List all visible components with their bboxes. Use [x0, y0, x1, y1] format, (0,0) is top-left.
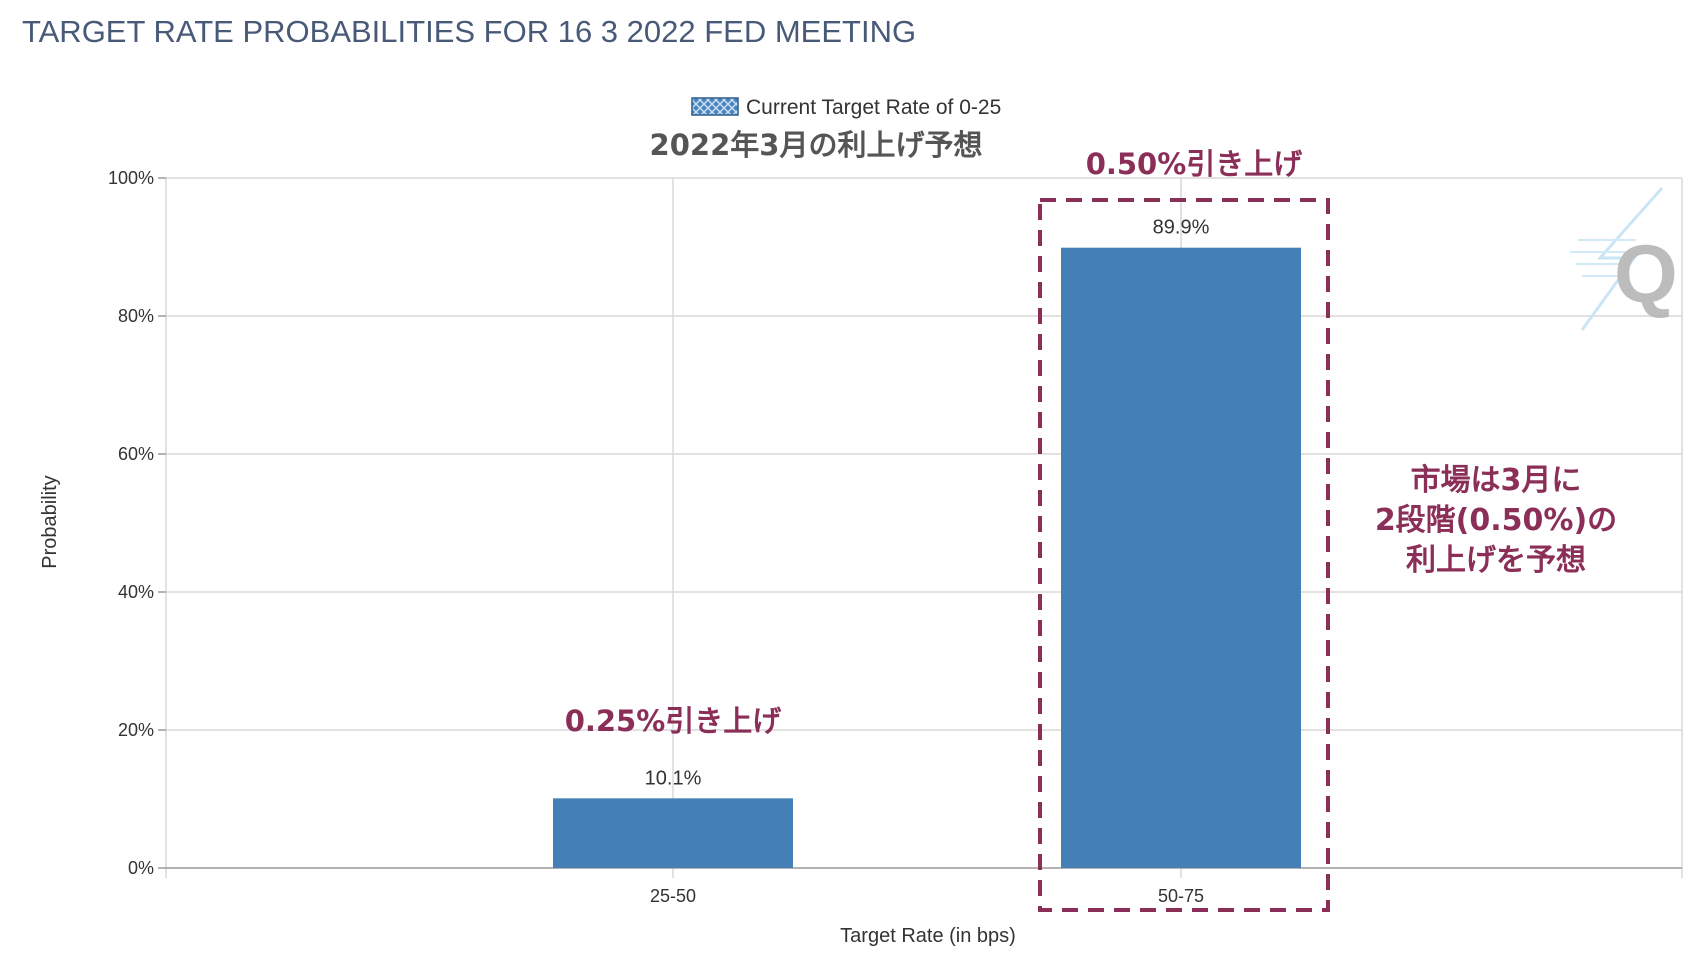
data-label: 89.9%: [1153, 217, 1210, 239]
x-tick-label: 50-75: [1158, 886, 1204, 906]
y-tick-label: 20%: [118, 720, 154, 740]
y-tick-label: 60%: [118, 444, 154, 464]
x-axis-ticks: 25-50 50-75: [650, 886, 1204, 906]
y-tick-label: 100%: [108, 168, 154, 188]
watermark-letter: Q: [1614, 229, 1678, 320]
y-tick-label: 40%: [118, 582, 154, 602]
bar: [1061, 247, 1301, 868]
y-axis-title: Probability: [39, 475, 61, 568]
y-tick-label: 0%: [128, 858, 154, 878]
annotation-note-line-3: 利上げを予想: [1406, 543, 1586, 578]
y-tick-label: 80%: [118, 306, 154, 326]
bars: 10.1% 89.9%: [553, 217, 1301, 868]
legend: Current Target Rate of 0-25: [691, 96, 1001, 119]
bar: [553, 798, 793, 868]
grid: [165, 177, 1683, 878]
annotation-bar-1: 0.25%引き上げ: [565, 704, 783, 738]
annotation-note-line-1: 市場は3月に: [1411, 463, 1582, 498]
x-axis-title: Target Rate (in bps): [840, 925, 1016, 947]
legend-label: Current Target Rate of 0-25: [746, 96, 1001, 119]
y-axis-ticks: 0% 20% 40% 60% 80% 100%: [108, 168, 166, 878]
highlight-box: [1038, 198, 1330, 912]
data-label: 10.1%: [645, 767, 702, 789]
x-tick-label: 25-50: [650, 886, 696, 906]
annotation-note-line-2: 2段階(0.50%)の: [1375, 503, 1617, 538]
legend-swatch-icon: [691, 97, 739, 116]
page-title: TARGET RATE PROBABILITIES FOR 16 3 2022 …: [22, 14, 916, 49]
quikstrike-logo-icon: Q: [1570, 187, 1678, 331]
annotation-bar-2: 0.50%引き上げ: [1086, 147, 1304, 181]
chart-subtitle: 2022年3月の利上げ予想: [650, 128, 983, 162]
